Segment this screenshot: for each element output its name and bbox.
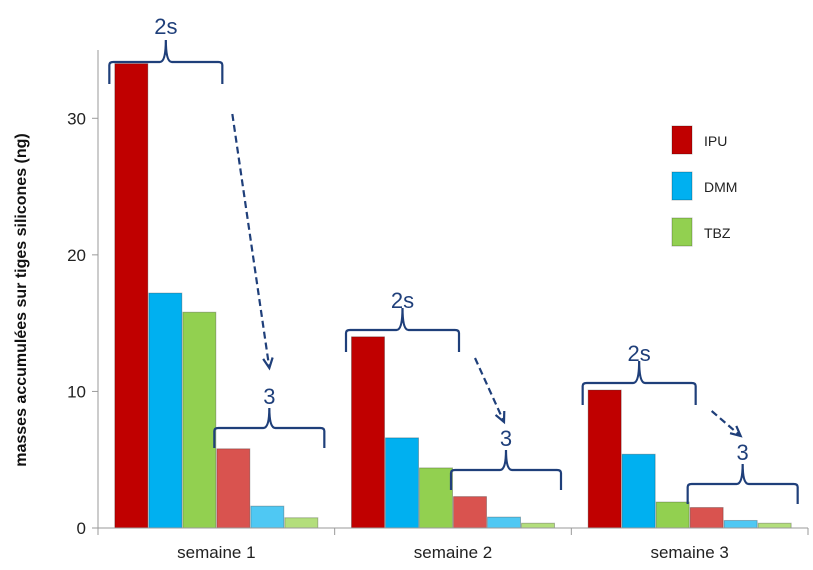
bar-tbz-3 <box>655 501 690 529</box>
legend-swatch-ipu <box>671 125 693 155</box>
bar-series-6-3 <box>757 522 792 529</box>
y-tick-label: 30 <box>67 109 86 128</box>
annotation-label: 2s <box>628 341 651 366</box>
x-category-label: semaine 2 <box>414 543 492 562</box>
x-axis: semaine 1 semaine 2 semaine 3 <box>97 527 809 562</box>
annotation-label: 3 <box>737 440 749 465</box>
legend-swatch-tbz <box>671 217 693 247</box>
annotation-label: 2s <box>154 14 177 39</box>
annotation-label: 2s <box>391 288 414 313</box>
y-tick-label: 20 <box>67 246 86 265</box>
bars <box>114 63 792 529</box>
arrow-head <box>494 410 506 425</box>
bar-series-5-2 <box>487 516 521 529</box>
bar-dmm-3 <box>621 453 656 529</box>
arrow <box>473 357 506 423</box>
bar-dmm-1 <box>148 292 183 529</box>
curly-brace <box>344 307 461 352</box>
curly-brace <box>213 407 326 448</box>
legend-swatch-dmm <box>671 171 693 201</box>
arrow <box>710 410 742 437</box>
legend: IPU DMM TBZ <box>671 125 737 247</box>
x-category-label: semaine 1 <box>177 543 255 562</box>
x-category-label: semaine 3 <box>650 543 728 562</box>
legend-label-dmm: DMM <box>704 179 737 195</box>
y-tick-label: 0 <box>77 519 86 538</box>
bar-series-6-1 <box>284 517 319 529</box>
bar-tbz-2 <box>419 467 453 529</box>
annotations: 2s 3 2s 3 2s 3 <box>108 14 799 504</box>
curly-brace <box>686 463 799 504</box>
y-axis: 0 10 20 30 <box>67 50 99 538</box>
y-tick-label: 10 <box>67 382 86 401</box>
arrow-head <box>729 425 743 438</box>
curly-brace <box>449 449 563 490</box>
bar-series-5-3 <box>723 519 758 529</box>
bar-ipu-1 <box>114 63 149 529</box>
bar-series-4-2 <box>453 496 487 529</box>
bar-series-6-2 <box>521 522 555 529</box>
bar-series-5-1 <box>250 505 285 529</box>
arrow-head <box>262 357 274 371</box>
bar-series-4-1 <box>216 448 251 529</box>
bar-ipu-3 <box>587 389 622 529</box>
bar-ipu-2 <box>351 336 385 529</box>
curly-brace <box>108 39 224 84</box>
arrow <box>231 113 271 369</box>
legend-label-ipu: IPU <box>704 133 727 149</box>
y-axis-label: masses accumulées sur tiges silicones (n… <box>13 133 30 466</box>
annotation-label: 3 <box>263 384 275 409</box>
annotation-label: 3 <box>500 426 512 451</box>
curly-brace <box>581 360 697 405</box>
bar-tbz-1 <box>182 311 217 529</box>
bar-series-4-3 <box>689 507 724 529</box>
bar-dmm-2 <box>385 437 419 529</box>
legend-label-tbz: TBZ <box>704 225 731 241</box>
